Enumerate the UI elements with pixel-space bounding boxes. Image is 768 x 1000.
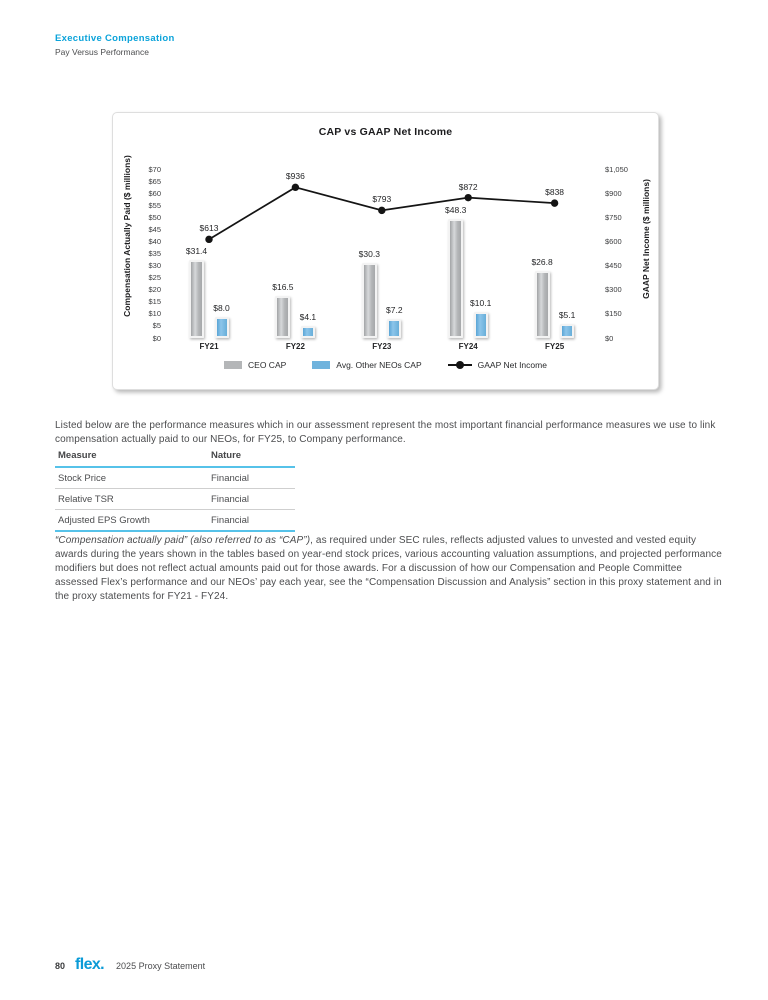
left-axis-tick: $40: [148, 236, 161, 246]
x-axis-label: FY21: [199, 342, 219, 351]
bar-ceo-cap: [361, 262, 377, 338]
bar-value-label: $5.1: [558, 309, 576, 320]
bar-value-label: $4.1: [299, 312, 317, 323]
ceo-cap-swatch-icon: [224, 361, 243, 369]
measure-cell: Relative TSR: [55, 488, 208, 510]
neo-cap-swatch-icon: [312, 361, 331, 369]
bar-avg-other-neos-cap: [387, 318, 402, 338]
left-axis-tick: $30: [148, 261, 161, 271]
cap-definition-rest: , as required under SEC rules, reflects …: [55, 535, 722, 602]
legend-label-gaap: GAAP Net Income: [477, 360, 547, 370]
chart-legend: CEO CAP Avg. Other NEOs CAP GAAP Net Inc…: [113, 360, 658, 370]
measure-cell: Stock Price: [55, 467, 208, 489]
x-axis-label: FY24: [458, 342, 478, 351]
bar-ceo-cap: [275, 296, 291, 338]
legend-label-neo-cap: Avg. Other NEOs CAP: [336, 360, 422, 370]
left-axis-tick: $20: [148, 285, 161, 295]
legend-item-gaap-net-income: GAAP Net Income: [447, 360, 547, 370]
left-axis-tick: $55: [148, 200, 161, 210]
right-axis-tick: $750: [605, 212, 622, 222]
legend-item-neo-cap: Avg. Other NEOs CAP: [312, 360, 422, 370]
left-axis-tick: $60: [148, 188, 161, 198]
measure-cell: Adjusted EPS Growth: [55, 509, 208, 532]
right-axis-tick: $300: [605, 285, 622, 295]
legend-label-ceo-cap: CEO CAP: [248, 360, 287, 370]
flex-logo: flex.: [75, 956, 105, 973]
left-axis-tick: $65: [148, 176, 161, 186]
bar-avg-other-neos-cap: [473, 311, 488, 338]
table-row: Relative TSR Financial: [55, 488, 295, 510]
table-row: Adjusted EPS Growth Financial: [55, 509, 295, 532]
section-title: Executive Compensation: [55, 33, 175, 44]
line-dot-icon: [455, 361, 464, 369]
cap-definition-paragraph: “Compensation actually paid” (also refer…: [55, 534, 723, 604]
bar-value-label: $48.3: [445, 205, 467, 216]
cap-vs-gaap-chart-card: CAP vs GAAP Net Income Compensation Actu…: [112, 112, 659, 390]
line-marker-icon: [447, 361, 472, 369]
bar-avg-other-neos-cap: [214, 316, 229, 338]
line-point-label: $793: [372, 194, 392, 205]
column-header-measure: Measure: [55, 447, 208, 468]
left-axis-tick: $50: [148, 212, 161, 222]
bar-ceo-cap: [534, 271, 550, 338]
line-point-label: $838: [545, 187, 565, 198]
line-point-label: $613: [199, 223, 219, 234]
table-row: Stock Price Financial: [55, 467, 295, 489]
left-axis-tick: $25: [148, 273, 161, 283]
column-header-nature: Nature: [208, 447, 295, 468]
nature-cell: Financial: [208, 467, 295, 489]
footer-document-title: 2025 Proxy Statement: [116, 961, 206, 971]
right-axis-tick: $0: [605, 333, 614, 343]
bar-value-label: $7.2: [386, 304, 403, 315]
bar-value-label: $26.8: [531, 257, 553, 268]
left-axis-tick: $45: [148, 224, 161, 234]
x-axis-label: FY25: [545, 342, 565, 351]
nature-cell: Financial: [208, 509, 295, 532]
cap-definition-italic: “Compensation actually paid” (also refer…: [55, 535, 311, 546]
legend-item-ceo-cap: CEO CAP: [224, 360, 286, 370]
line-point-label: $936: [285, 171, 305, 182]
right-axis-tick: $1,050: [605, 164, 628, 174]
bar-ceo-cap: [448, 219, 464, 338]
bar-value-label: $10.1: [470, 297, 492, 308]
left-axis-tick: $0: [152, 333, 161, 343]
left-axis-tick: $35: [148, 249, 161, 258]
x-axis-label: FY22: [285, 342, 305, 351]
intro-paragraph: Listed below are the performance measure…: [55, 420, 716, 445]
page-header: Executive Compensation Pay Versus Perfor…: [55, 33, 175, 57]
bar-avg-other-neos-cap: [560, 323, 575, 338]
bar-avg-other-neos-cap: [300, 326, 315, 338]
page-footer: 80 flex. 2025 Proxy Statement: [55, 956, 205, 974]
nature-cell: Financial: [208, 488, 295, 510]
x-axis-label: FY23: [372, 342, 392, 351]
right-axis-tick: $900: [605, 188, 622, 198]
section-subtitle: Pay Versus Performance: [55, 47, 150, 57]
bar-ceo-cap: [189, 260, 204, 338]
right-axis-tick: $450: [605, 261, 622, 271]
chart-plot-area: $0 $5 $10 $15 $20 $25 $30 $35 $40 $45 $50 $55 $60 $65…: [113, 113, 658, 389]
bar-value-label: $31.4: [185, 246, 208, 257]
line-point-label: $872: [458, 181, 478, 192]
right-axis-tick: $600: [605, 236, 622, 246]
table-header-row: Measure Nature: [55, 447, 295, 468]
bar-value-label: $16.5: [272, 282, 294, 293]
chart-title: CAP vs GAAP Net Income: [318, 126, 453, 138]
left-axis-tick: $10: [148, 309, 161, 319]
performance-measures-table: Measure Nature Stock Price Financial Rel…: [55, 447, 295, 532]
left-axis-tick: $5: [152, 321, 161, 331]
page-number: 80: [55, 961, 66, 971]
bar-value-label: $30.3: [358, 248, 380, 259]
left-axis-tick: $15: [148, 297, 161, 307]
right-axis-tick: $150: [605, 309, 622, 319]
left-axis-tick: $70: [148, 164, 161, 174]
bar-value-label: $8.0: [213, 302, 230, 313]
